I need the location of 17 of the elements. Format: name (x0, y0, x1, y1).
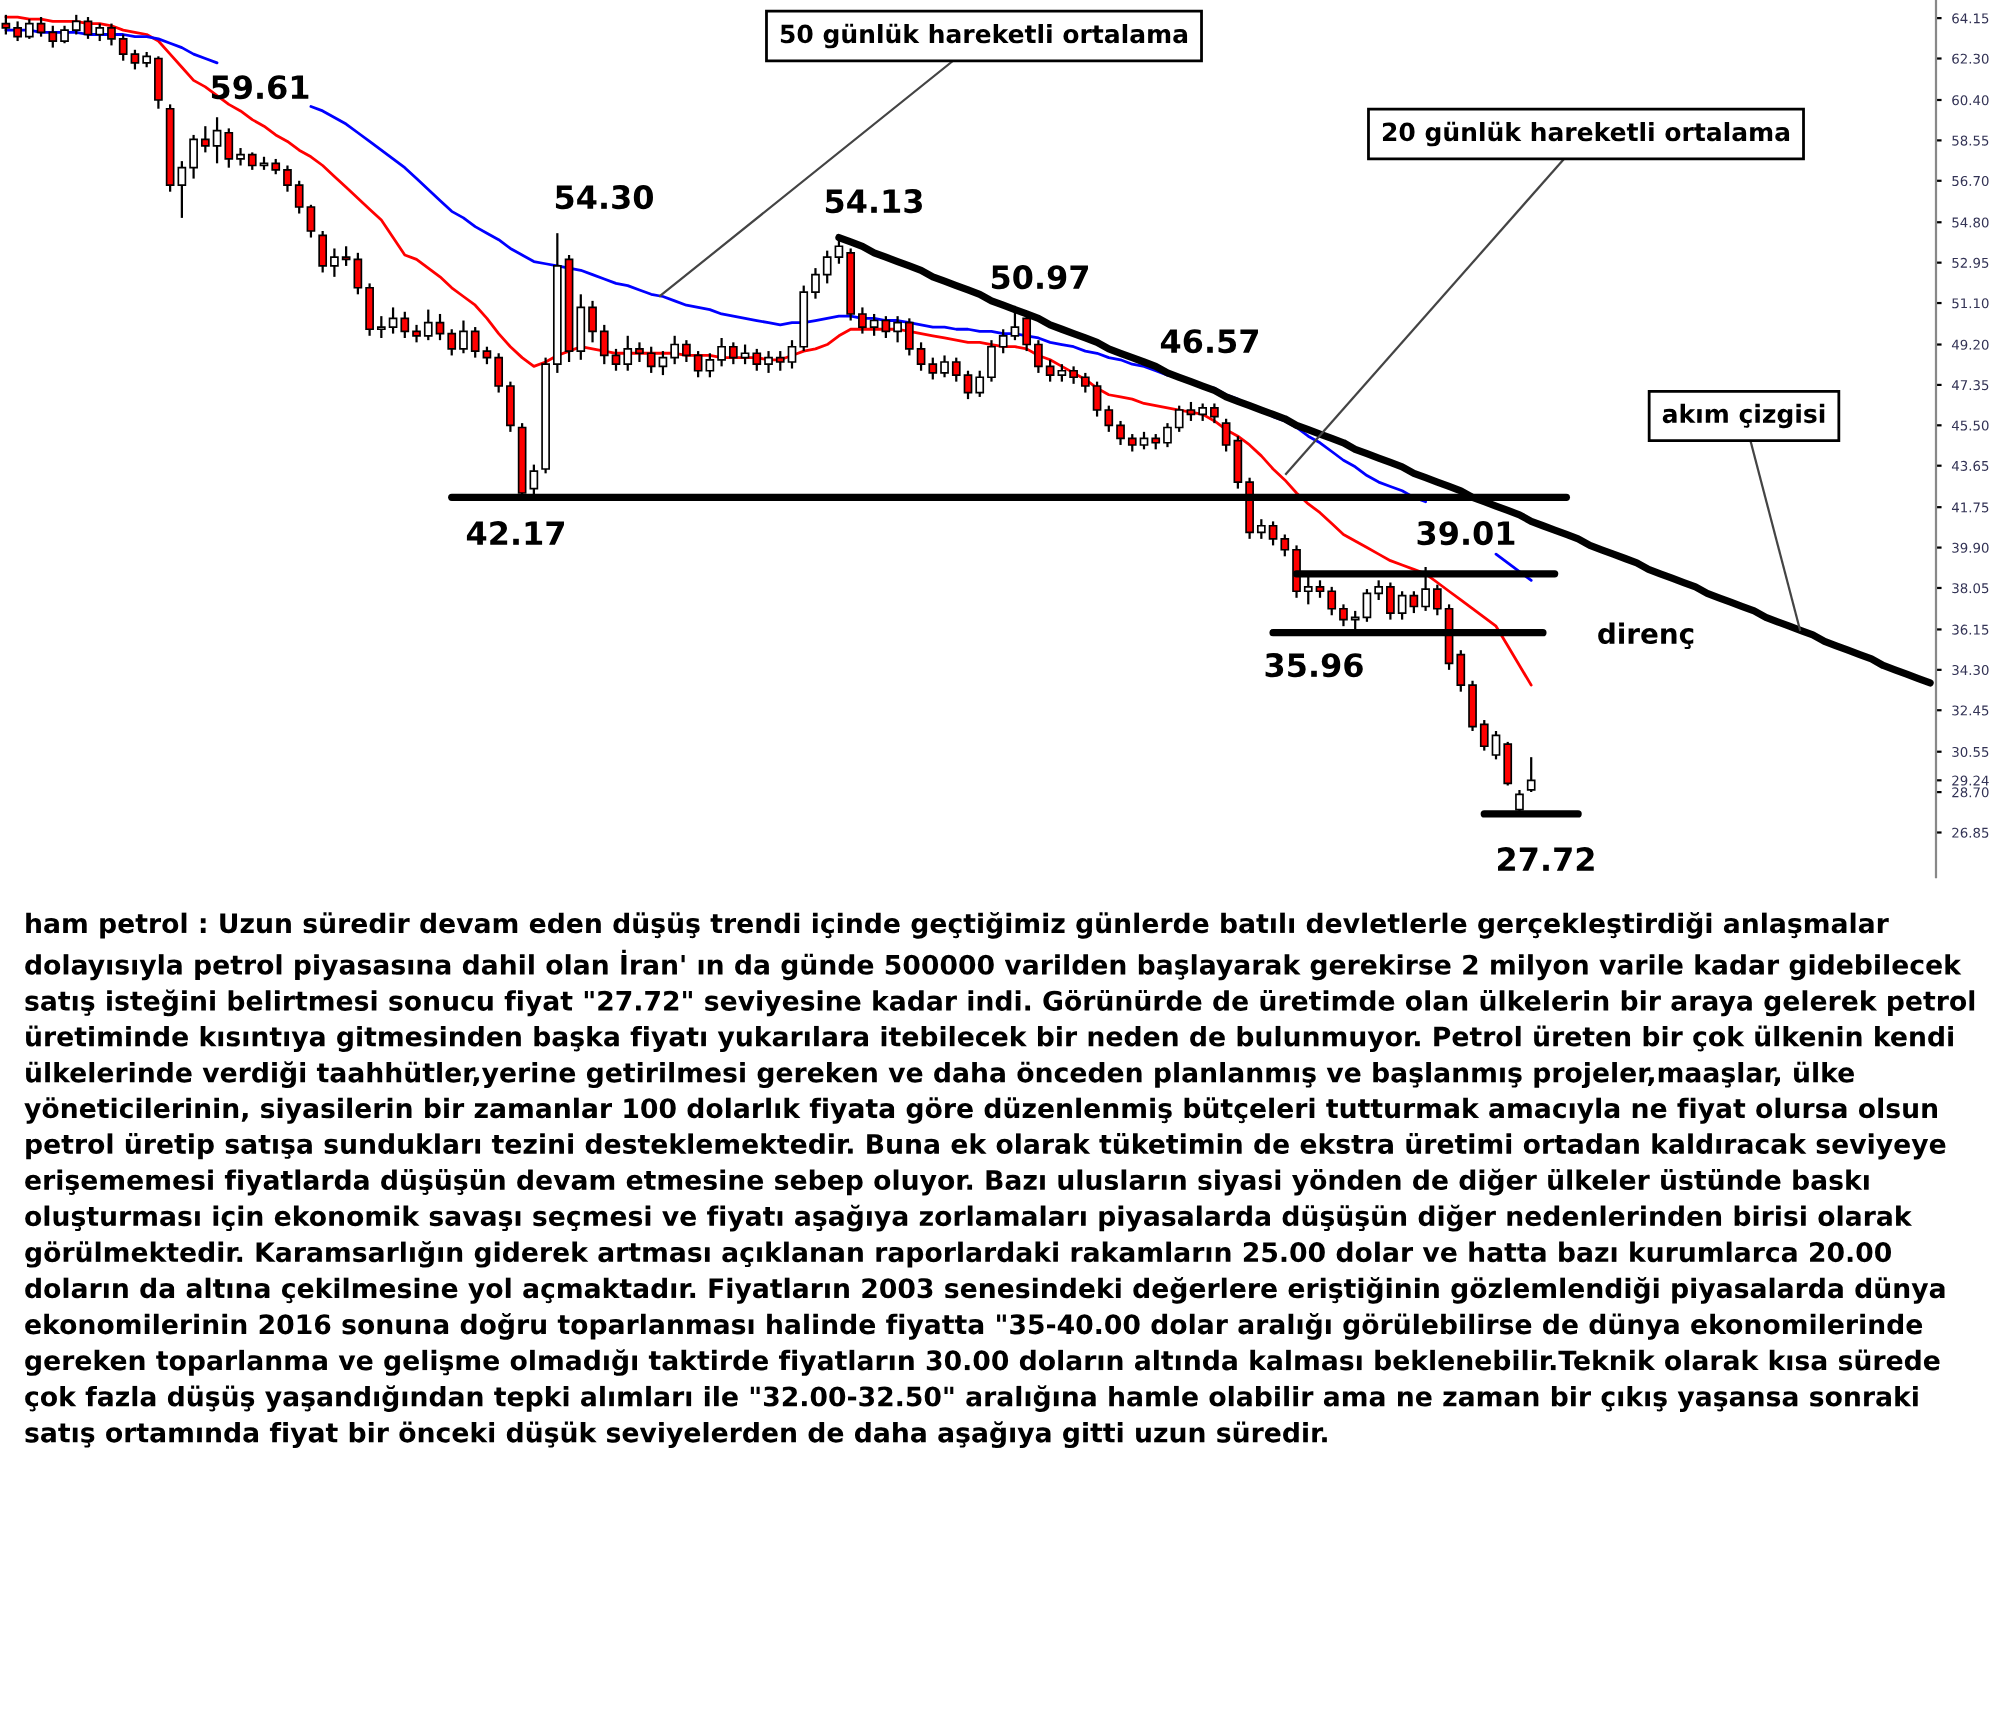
annotation: 50.97 (991, 265, 1088, 290)
annotation: 54.30 (555, 185, 653, 210)
annotation: 27.72 (1498, 847, 1594, 871)
text: ham petrol : Uzun süredir devam eden düşüş trendi içinde geçtiğimiz günlerde batılı devletlerle gerçekleştirdiği anlaşmalar dolayısıyla petrol piyasasına dahil olan İran' ın da günde 500000 varilden başlayarak gerekirse 2 milyon varile kadar gidebilecek satış isteğini belirtmesi sonucu fiyat "27.72" seviyesine kadar indi. Görünürde de üretimde olan ülkelerin bir araya gelerek petrol üretiminde kısıntıya gitmesinden başka fiyatı yukarılara itebilecek bir neden de bulunmuyor. Petrol üreten bir çok ülkenin kendi ülkelerinde verdiği taahhütler,yerine getirilmesi gereken ve daha önceden planlanmış ve başlanmış projeler,maaşlar, ülke yöneticilerinin, siyasilerin bir zamanlar 100 dolarlık fiyata göre düzenlenmiş bütçeleri tutturmak amacıyla ne fiyat olursa olsun petrol üretip satışa sundukları tezini desteklemektedir. Buna ek olarak tüketimin de ekstra üretimi ortadan kaldıracak seviyeye erişememesi fiyatlarda düşüşün devam etmesine sebep oluyor. Bazı ulusların siyasi yönden de diğer ülkeler üstünde baskı oluşturması için ekonomik savaşı seçmesi ve fiyatı aşağıya zorlamaları piyasalarda düşüşün diğer nedenlerinden birisi olarak görülmektedir. Karamsarlığın giderek artması açıklanan raporlardaki rakamların 25.00 dolar ve hatta bazı kurumlarca 20.00 doların da altına çekilmesine yol açmaktadır. Fiyatların 2003 senesindeki değerlere eriştiğinin gözlemlendiği piyasalarda dünya ekonomilerinin 2016 sonuna doğru toparlanması halinde fiyatta "35-40.00 dolar aralığı görülebilirse de dünya ekonomilerinde gereken toparlanma ve gelişme olmadığı taktirde fiyatların 30.00 doların altında kalması beklenebilir.Teknik olarak kısa sürede çok fazla düşüş yaşandığından tepki alımları ile "32.00-32.50" aralığına hamle olabilir ama ne zaman bir çıkış yaşansa sonraki satış ortamında fiyat bir önceki düşük seviyelerden de daha aşağıya gitti uzun süredir. (24, 912, 1975, 1448)
annotation: 39.01 (1417, 521, 1515, 546)
candlestick (1526, 756, 1536, 794)
candlestick (1221, 417, 1231, 453)
annotation: 42.17 (466, 521, 564, 545)
line-series (4, 15, 1533, 687)
annotation: 20 günlük hareketli ortalama (1382, 121, 1790, 147)
annotation: 50 günlük hareketli ortalama (780, 23, 1188, 49)
annotation: 54.13 (825, 189, 922, 214)
annotation: 59.61 (211, 75, 309, 100)
annotation: akım çizgisi (1662, 403, 1825, 429)
annotation: 46.57 (1160, 329, 1258, 354)
annotation: direnç (1598, 622, 1694, 650)
annotation: 35.96 (1265, 653, 1363, 678)
